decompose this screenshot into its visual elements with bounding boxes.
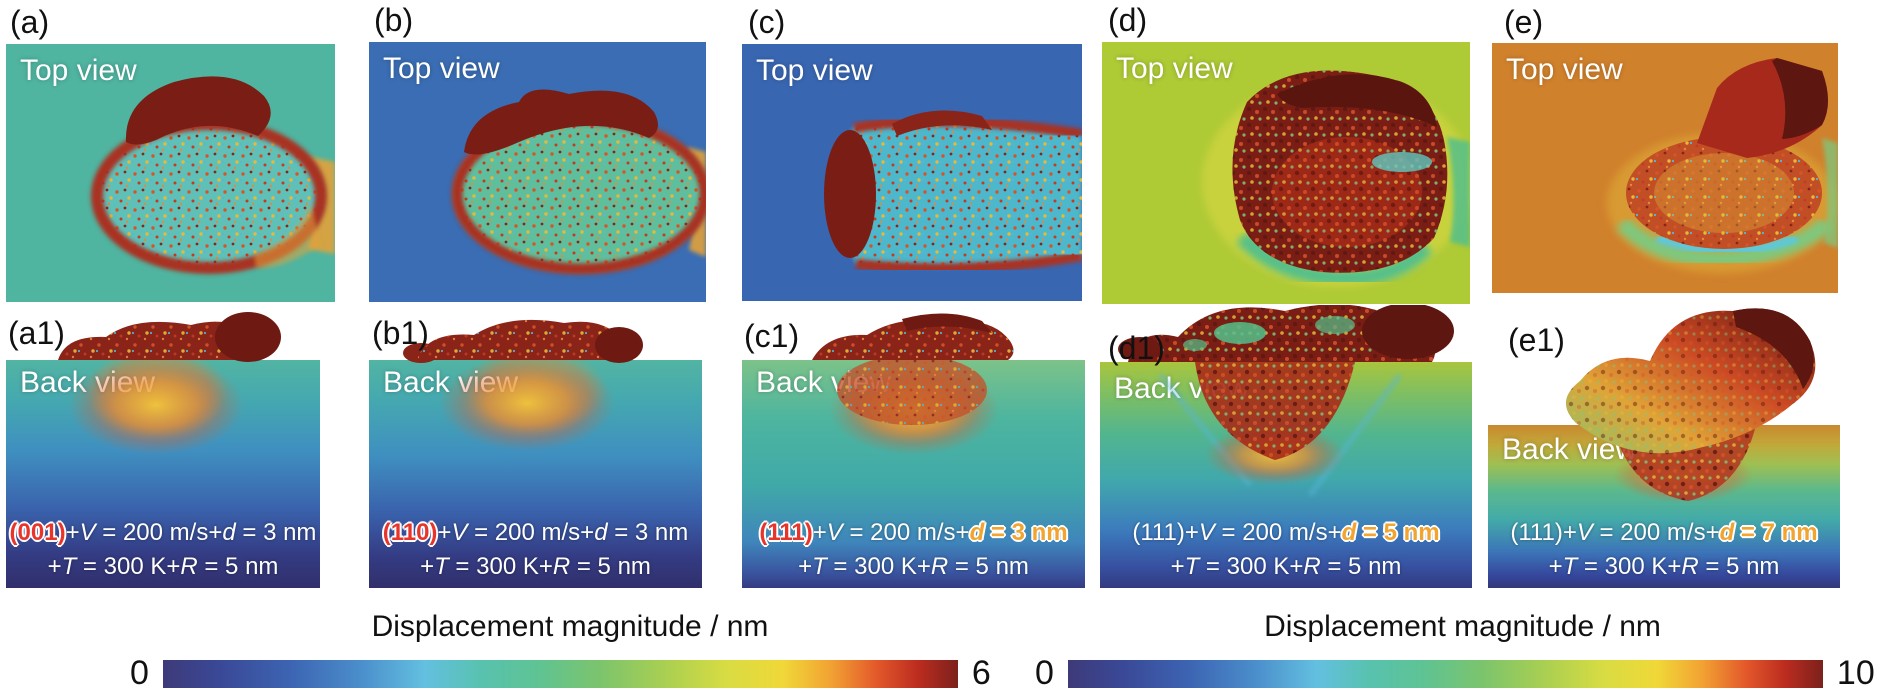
condition-line2-c: +T = 300 K+R = 5 nm xyxy=(798,553,1029,580)
condition-line1-d: (111)+V = 200 m/s+d = 5 nm xyxy=(1132,519,1440,546)
colorbar-left-title: Displacement magnitude / nm xyxy=(371,610,769,643)
colorbar-left: Displacement magnitude / nm 0 6 xyxy=(130,610,1010,693)
top-view-panel-c: Top view xyxy=(742,44,1082,301)
back-view-panel-a: Back view (001)+V = 200 m/s+d = 3 nm +T … xyxy=(6,305,320,588)
panel-label-e1: (e1) xyxy=(1508,322,1565,358)
back-view-panel-b: Back view (110)+V = 200 m/s+d = 3 nm +T … xyxy=(369,305,702,588)
colorbar-right-gradient xyxy=(1067,659,1823,688)
colorbar-right-max: 10 xyxy=(1836,654,1875,692)
colorbar-left-max: 6 xyxy=(971,654,991,692)
simulation-art-back-a xyxy=(58,312,281,455)
top-view-panel-b: Top view xyxy=(369,42,706,302)
panel-label-a1: (a1) xyxy=(8,315,65,351)
top-view-label-b: Top view xyxy=(383,52,500,85)
condition-line2-d: +T = 300 K+R = 5 nm xyxy=(1170,553,1402,580)
back-body-b1: Back view (110)+V = 200 m/s+d = 3 nm +T … xyxy=(369,360,702,588)
simulation-art-top-b xyxy=(451,89,706,275)
top-view-panel-a: Top view xyxy=(6,44,335,302)
condition-line2-b: +T = 300 K+R = 5 nm xyxy=(420,553,651,580)
panel-label-c: (c) xyxy=(748,4,786,40)
colorbar-left-min: 0 xyxy=(130,654,149,692)
simulation-art-top-a xyxy=(91,76,335,274)
simulation-art-back-b xyxy=(403,319,643,451)
condition-line1-c: (111)+V = 200 m/s+d = 3 nm xyxy=(759,519,1068,546)
panel-label-b1: (b1) xyxy=(372,315,429,351)
colorbar-right: Displacement magnitude / nm 0 10 xyxy=(1035,610,1890,693)
panel-label-c1: (c1) xyxy=(744,318,800,354)
colorbar-right-min: 0 xyxy=(1035,654,1054,692)
panel-label-d: (d) xyxy=(1108,2,1148,38)
colorbar-left-gradient xyxy=(162,659,958,688)
condition-line1-a: (001)+V = 200 m/s+d = 3 nm xyxy=(9,519,317,546)
top-view-label-c: Top view xyxy=(756,54,873,87)
top-view-label-e: Top view xyxy=(1506,53,1623,86)
panel-label-e: (e) xyxy=(1504,4,1544,40)
simulation-art-top-c xyxy=(824,110,1082,274)
simulation-art-top-d xyxy=(1202,70,1470,287)
back-view-panel-c: Back view (111)+V = 200 m/s+d = 3 nm +T … xyxy=(742,305,1085,588)
simulation-art-top-e xyxy=(1607,58,1838,273)
panel-label-b: (b) xyxy=(374,2,414,38)
back-view-panel-e: Back view (111)+V = 200 m/s+d = 7 nm +T … xyxy=(1488,305,1840,588)
condition-line1-e: (111)+V = 200 m/s+d = 7 nm xyxy=(1510,519,1818,546)
colorbar-right-title: Displacement magnitude / nm xyxy=(1264,610,1661,643)
top-view-label-a: Top view xyxy=(20,54,137,87)
back-view-panel-d: Back view (111)+V = 200 m/s+d = 5 nm +T … xyxy=(1100,305,1472,588)
top-view-panel-d: Top view xyxy=(1102,42,1470,304)
top-view-panel-e: Top view xyxy=(1492,43,1838,293)
condition-line2-e: +T = 300 K+R = 5 nm xyxy=(1548,553,1780,580)
panel-label-d1: (d1) xyxy=(1108,330,1165,366)
top-view-label-d: Top view xyxy=(1116,52,1233,85)
condition-line1-b: (110)+V = 200 m/s+d = 3 nm xyxy=(382,519,689,546)
simulation-art-back-d xyxy=(1118,305,1454,497)
condition-line2-a: +T = 300 K+R = 5 nm xyxy=(47,553,279,580)
panel-label-a: (a) xyxy=(10,4,50,40)
simulation-art-back-e xyxy=(1565,308,1816,503)
simulation-art-back-c xyxy=(812,313,1014,455)
